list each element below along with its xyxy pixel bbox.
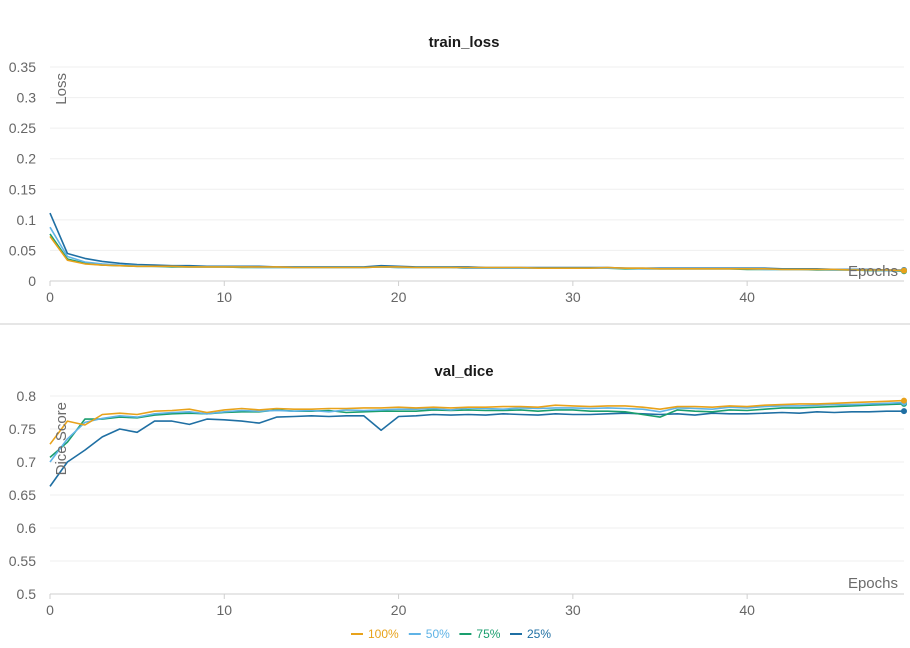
val-dice-xtick-label: 10 (216, 602, 232, 618)
train-loss-title: train_loss (429, 34, 500, 51)
val-dice-xtick-label: 40 (739, 602, 755, 618)
val-dice-y-axis-label: Dice Score (53, 402, 70, 475)
train-loss-x-axis-label: Epochs (848, 263, 898, 280)
train-loss-panel: train_loss 0 0.05 0.1 0.15 0.2 0.25 0.3 0.35 0 10… (9, 34, 907, 305)
val-dice-x-axis-label: Epochs (848, 575, 898, 592)
legend-label-25pct: 25% (527, 627, 551, 641)
val-dice-series-endpoint-25pct (901, 408, 907, 415)
train-loss-ytick-label: 0.05 (9, 242, 36, 258)
val-dice-panel: val_dice 0.5 0.55 0.6 0.65 0.7 0.75 0.8 0 10 20 30… (9, 363, 907, 618)
val-dice-ytick-label: 0.7 (17, 454, 37, 470)
val-dice-ytick-label: 0.55 (9, 553, 36, 569)
val-dice-series-endpoint-100pct (901, 397, 907, 404)
legend-label-75pct: 75% (476, 627, 500, 641)
val-dice-ytick-label: 0.6 (17, 520, 37, 536)
train-loss-xtick-label: 30 (565, 289, 581, 305)
legend: 100% 50% 75% 25% (351, 627, 551, 641)
val-dice-series-line-50pct (49, 401, 905, 463)
train-loss-series-line-25pct (49, 212, 904, 271)
train-loss-ytick-label: 0.2 (17, 151, 37, 167)
train-loss-xtick-label: 40 (739, 289, 755, 305)
legend-label-50pct: 50% (426, 627, 450, 641)
train-loss-series-line-50pct (49, 226, 904, 272)
train-loss-ytick-label: 0.1 (17, 212, 37, 228)
val-dice-title: val_dice (434, 363, 493, 380)
train-loss-ytick-label: 0.35 (9, 59, 36, 75)
train-loss-ytick-label: 0.25 (9, 120, 36, 136)
train-loss-y-axis-label: Loss (53, 73, 70, 105)
val-dice-ytick-label: 0.65 (9, 487, 36, 503)
train-loss-xtick-label: 10 (216, 289, 232, 305)
train-loss-series-endpoint-100pct (901, 267, 907, 274)
train-loss-series-line-100pct (49, 235, 905, 272)
val-dice-series-line-100pct (49, 399, 905, 445)
val-dice-series-line-75pct (49, 403, 905, 459)
train-loss-ytick-label: 0.3 (17, 90, 37, 106)
legend-label-100pct: 100% (368, 627, 399, 641)
train-loss-ytick-label: 0.15 (9, 181, 36, 197)
train-loss-ytick-label: 0 (28, 273, 36, 289)
val-dice-xtick-label: 30 (565, 602, 581, 618)
val-dice-series-line-25pct (49, 410, 904, 487)
val-dice-xtick-label: 0 (46, 602, 54, 618)
train-loss-xtick-label: 20 (391, 289, 407, 305)
val-dice-ytick-label: 0.75 (9, 421, 36, 437)
val-dice-xtick-label: 20 (391, 602, 407, 618)
train-loss-xtick-label: 0 (46, 289, 54, 305)
val-dice-ytick-label: 0.8 (17, 388, 37, 404)
val-dice-ytick-label: 0.5 (17, 586, 37, 602)
